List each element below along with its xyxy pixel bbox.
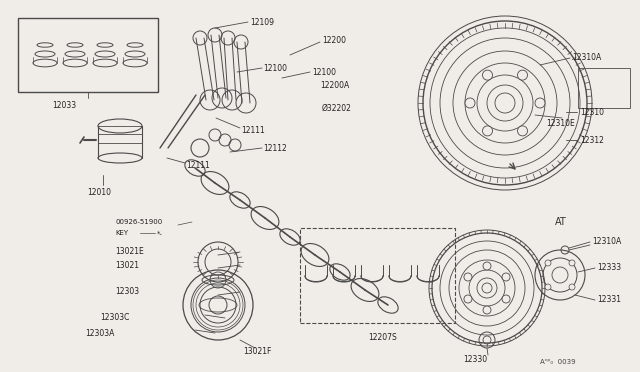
Text: 13021E: 13021E xyxy=(115,247,144,257)
Text: Aᶜᵖ₀  0039: Aᶜᵖ₀ 0039 xyxy=(540,359,575,365)
Circle shape xyxy=(569,260,575,266)
Text: 12310A: 12310A xyxy=(592,237,621,246)
Circle shape xyxy=(518,70,527,80)
Circle shape xyxy=(502,295,510,303)
Circle shape xyxy=(483,126,493,136)
Text: 12333: 12333 xyxy=(597,263,621,273)
Text: 12303A: 12303A xyxy=(85,328,115,337)
Text: 12200A: 12200A xyxy=(320,80,349,90)
Text: 12330: 12330 xyxy=(463,356,487,365)
Text: 12111: 12111 xyxy=(186,160,210,170)
Text: 12310: 12310 xyxy=(580,108,604,116)
Text: 12312: 12312 xyxy=(580,135,604,144)
Text: 12010: 12010 xyxy=(87,187,111,196)
Text: 12207S: 12207S xyxy=(368,334,397,343)
Circle shape xyxy=(464,295,472,303)
Circle shape xyxy=(569,284,575,290)
Text: 12112: 12112 xyxy=(263,144,287,153)
Text: 13021F: 13021F xyxy=(243,347,271,356)
Text: 12331: 12331 xyxy=(597,295,621,305)
Circle shape xyxy=(545,284,551,290)
Circle shape xyxy=(483,70,493,80)
Circle shape xyxy=(502,273,510,281)
Circle shape xyxy=(545,260,551,266)
Text: 12111: 12111 xyxy=(241,125,265,135)
Text: 12033: 12033 xyxy=(52,100,76,109)
Text: 12303: 12303 xyxy=(115,288,139,296)
Text: 12100: 12100 xyxy=(263,64,287,73)
Text: 12310E: 12310E xyxy=(546,119,575,128)
Text: 00926-51900: 00926-51900 xyxy=(115,219,163,225)
Text: 12303C: 12303C xyxy=(100,314,129,323)
Circle shape xyxy=(483,262,491,270)
Text: 12109: 12109 xyxy=(250,17,274,26)
Circle shape xyxy=(465,98,475,108)
Bar xyxy=(578,68,630,108)
Bar xyxy=(18,18,158,92)
Text: Ø32202: Ø32202 xyxy=(322,103,352,112)
Circle shape xyxy=(464,273,472,281)
Text: 12310A: 12310A xyxy=(572,52,601,61)
Text: 12100: 12100 xyxy=(312,67,336,77)
Circle shape xyxy=(535,98,545,108)
Text: 12200: 12200 xyxy=(322,35,346,45)
Circle shape xyxy=(518,126,527,136)
Text: *-: *- xyxy=(157,230,163,236)
Text: KEY: KEY xyxy=(115,230,128,236)
Circle shape xyxy=(483,306,491,314)
Text: AT: AT xyxy=(555,217,567,227)
Bar xyxy=(300,228,455,323)
Text: 13021: 13021 xyxy=(115,260,139,269)
